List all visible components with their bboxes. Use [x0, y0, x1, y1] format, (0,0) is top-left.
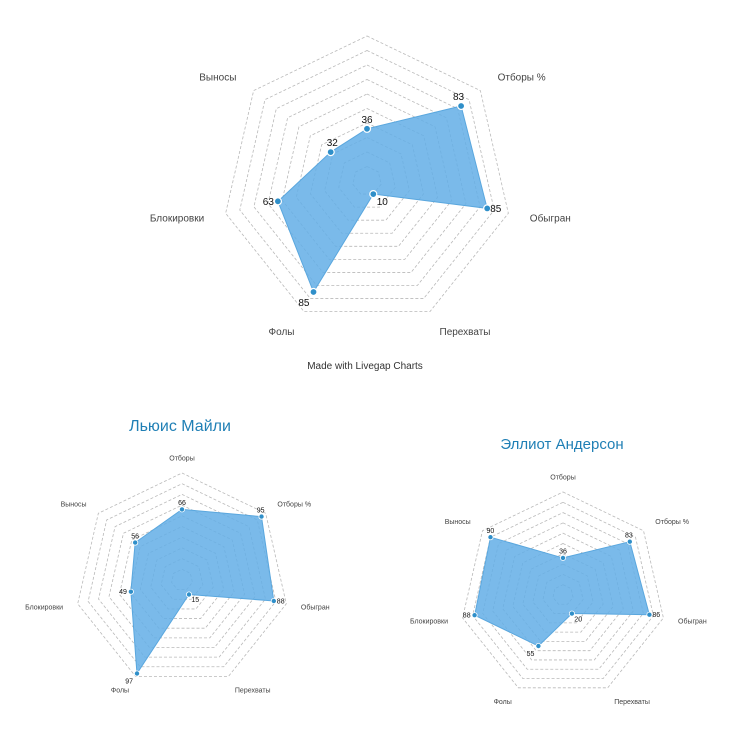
- axis-label: Отборы: [550, 473, 575, 481]
- axis-label: Блокировки: [25, 605, 63, 612]
- data-point: [309, 287, 318, 297]
- value-label: 36: [361, 115, 373, 126]
- axis-label: Выносы: [61, 501, 87, 508]
- axis-label: Выносы: [199, 72, 236, 83]
- axis-label: Блокировки: [150, 214, 204, 225]
- value-label: 95: [257, 507, 265, 514]
- grid-ring: [239, 50, 495, 299]
- value-label: 49: [119, 589, 127, 596]
- axis-label: Блокировки: [410, 619, 448, 626]
- axis-label: Перехваты: [235, 687, 271, 694]
- axis-label: Отборы %: [277, 500, 311, 508]
- grid-ring: [295, 108, 439, 247]
- axis-label: Обыгран: [678, 618, 707, 626]
- axis-label: Отборы: [169, 454, 194, 462]
- value-label: 10: [377, 197, 389, 208]
- grid-ring: [225, 35, 509, 313]
- value-label: 83: [453, 92, 465, 103]
- data-point: [487, 534, 494, 541]
- value-label: 15: [191, 597, 199, 604]
- value-label: 85: [490, 204, 502, 215]
- chart-title-elliot-anderson: Эллиот Андерсон: [500, 436, 624, 453]
- data-point: [132, 539, 139, 546]
- grid-ring: [472, 501, 654, 679]
- value-label: 66: [178, 500, 186, 507]
- axis-label: Перехваты: [440, 327, 491, 338]
- radar-chart-elliot-anderson: Отборы Отборы % Обыгран Перехваты Фолы Блокир…: [410, 473, 707, 705]
- axis-label: Фолы: [494, 699, 512, 706]
- value-label: 20: [574, 616, 582, 623]
- made-with-caption: Made with Livegap Charts: [307, 361, 423, 372]
- data-point: [535, 643, 542, 650]
- radar-chart-lewis-miley: Отборы Отборы % Обыгран Перехваты Фолы Блокир…: [25, 454, 330, 694]
- series-area: [130, 508, 275, 676]
- axis-label: Фолы: [269, 327, 295, 338]
- series-area: [277, 105, 488, 294]
- axis-label: Перехваты: [614, 699, 650, 706]
- data-point: [185, 591, 192, 598]
- data-point: [258, 513, 265, 520]
- data-point: [326, 148, 335, 157]
- value-label: 97: [125, 678, 133, 685]
- series-area: [474, 536, 651, 647]
- data-point: [626, 538, 633, 545]
- data-point: [133, 670, 140, 677]
- axis-label: Обыгран: [530, 213, 571, 225]
- data-point: [457, 101, 466, 111]
- data-point: [273, 197, 282, 206]
- value-label: 88: [277, 598, 285, 605]
- value-label: 63: [263, 197, 275, 208]
- radar-chart-main: Отборы % Обыгран Перехваты Фолы Блокировки Вы…: [150, 35, 571, 338]
- data-point: [127, 588, 134, 595]
- value-label: 85: [298, 298, 310, 309]
- data-point: [362, 124, 372, 133]
- axis-label: Отборы %: [655, 518, 689, 526]
- value-label: 36: [559, 549, 567, 556]
- axis-label: Выносы: [445, 519, 471, 526]
- value-label: 88: [463, 613, 471, 620]
- chart-title-lewis-miley: Льюис Майли: [129, 418, 231, 435]
- grid-ring: [281, 93, 453, 260]
- data-point: [483, 204, 492, 213]
- grid-ring: [462, 491, 664, 689]
- data-point: [270, 598, 277, 605]
- value-label: 56: [131, 533, 139, 540]
- data-point: [178, 506, 185, 513]
- grid-ring: [77, 472, 287, 677]
- value-label: 83: [625, 533, 633, 540]
- data-point: [646, 611, 653, 618]
- grid-ring: [310, 122, 424, 234]
- axis-label: Отборы %: [498, 71, 546, 83]
- axis-label: Фолы: [111, 687, 129, 694]
- data-point: [369, 190, 378, 199]
- value-label: 90: [487, 528, 495, 535]
- data-point: [471, 612, 478, 619]
- value-label: 32: [327, 138, 339, 149]
- value-label: 55: [527, 651, 535, 658]
- value-label: 86: [652, 612, 660, 619]
- data-point: [568, 610, 575, 617]
- data-point: [560, 554, 567, 561]
- axis-label: Обыгран: [301, 604, 330, 612]
